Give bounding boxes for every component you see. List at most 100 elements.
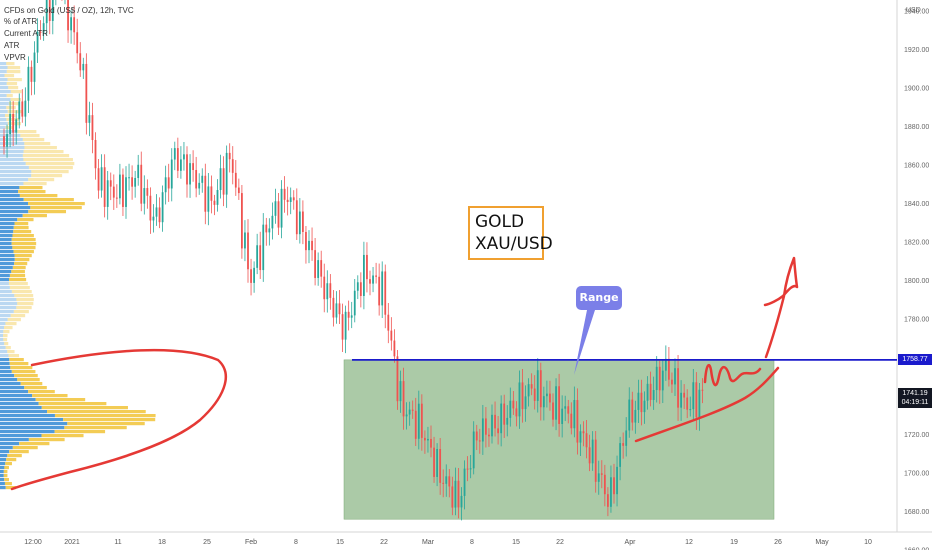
volume-profile-bar-up: [0, 162, 26, 166]
candle-body: [335, 303, 338, 318]
volume-profile-bar-down: [7, 78, 22, 82]
candle-body: [140, 164, 143, 204]
volume-profile-bar-down: [5, 462, 12, 466]
candle-body: [295, 200, 298, 235]
volume-profile-bar-up: [0, 270, 12, 274]
candle-body: [12, 113, 15, 133]
candle-body: [561, 408, 564, 424]
volume-profile-bar-down: [20, 382, 43, 386]
candle-body: [515, 408, 518, 417]
symbol-title[interactable]: CFDs on Gold (US$ / OZ), 12h, TVC: [4, 6, 134, 15]
candle-body: [302, 211, 304, 232]
volume-profile-bar-down: [7, 454, 22, 458]
candle-body: [134, 177, 137, 187]
volume-profile-bar-up: [0, 442, 20, 446]
volume-profile-bar-up: [0, 202, 29, 206]
candle-body: [497, 428, 499, 434]
candle-body: [244, 232, 246, 249]
candle-body: [488, 434, 490, 437]
volume-profile-bar-up: [0, 150, 24, 154]
volume-profile-bar-down: [12, 234, 34, 238]
volume-profile-bar-up: [0, 414, 55, 418]
candle-body: [164, 177, 167, 193]
volume-profile-bar-up: [0, 286, 10, 290]
volume-profile-bar-down: [19, 194, 58, 198]
volume-profile-bar-up: [0, 182, 24, 186]
candle-body: [430, 438, 432, 448]
candle-body: [231, 159, 234, 173]
volume-profile-bar-up: [0, 378, 18, 382]
volume-profile-bar-up: [0, 358, 10, 362]
candle-body: [347, 311, 350, 318]
candle-body: [79, 53, 82, 71]
volume-profile-bar-down: [16, 306, 32, 310]
volume-profile-bar-up: [0, 226, 14, 230]
candle-body: [542, 396, 545, 408]
indicator-current-atr[interactable]: Current ATR: [4, 29, 48, 38]
candle-body: [591, 439, 594, 464]
candle-body: [576, 400, 579, 443]
candle-body: [192, 163, 194, 171]
candle-body: [186, 154, 188, 185]
volume-profile-bar-down: [7, 66, 21, 70]
volume-profile-bar-down: [25, 162, 75, 166]
candle-body: [36, 31, 39, 53]
volume-profile-bar-down: [18, 190, 46, 194]
volume-profile-bar-up: [0, 218, 18, 222]
volume-profile-bar-down: [20, 134, 40, 138]
indicator-percent-atr[interactable]: % of ATR: [4, 17, 38, 26]
volume-profile-bar-down: [16, 298, 34, 302]
volume-profile-bar-up: [0, 374, 15, 378]
gold-title-box[interactable]: GOLD XAU/USD: [468, 206, 553, 260]
candle-body: [329, 283, 332, 298]
candle-body: [603, 474, 606, 495]
volume-profile-bar-down: [30, 206, 82, 210]
volume-profile-bar-down: [19, 186, 43, 190]
volume-profile-bar-up: [0, 258, 15, 262]
indicator-atr[interactable]: ATR: [4, 41, 20, 50]
price-tick-label: 1880.00: [904, 124, 929, 131]
candle-body: [658, 366, 661, 391]
volume-profile-bar-down: [28, 178, 55, 182]
volume-profile-bar-down: [11, 270, 25, 274]
volume-profile-bar-down: [22, 214, 47, 218]
candle-body: [460, 495, 463, 508]
indicator-vpvr[interactable]: VPVR: [4, 53, 26, 62]
volume-profile-bar-up: [0, 470, 4, 474]
time-axis-ticks: 12:00 2021 11 18 25 Feb 8 15 22 Mar 8 15 22 Apr 12 19 26…: [24, 539, 872, 546]
candle-body: [6, 134, 8, 147]
candle-body: [521, 382, 524, 410]
candle-body: [414, 410, 417, 439]
volume-profile-bar-up: [0, 70, 7, 74]
volume-profile-bar-up: [0, 386, 25, 390]
candle-body: [646, 383, 649, 401]
candle-body: [3, 136, 5, 147]
candle-body: [100, 167, 103, 191]
volume-profile-bar-up: [0, 122, 8, 126]
volume-profile-bar-down: [11, 370, 36, 374]
candle-body: [143, 188, 146, 204]
candle-body: [91, 115, 94, 141]
time-tick-label: 22: [380, 539, 388, 546]
candle-body: [305, 231, 307, 251]
candle-body: [634, 409, 637, 423]
candle-body: [33, 52, 36, 82]
volume-profile-bar-up: [0, 402, 39, 406]
volume-profile-bar-up: [0, 246, 13, 250]
candle-body: [265, 224, 268, 233]
volume-profile-bar-up: [0, 486, 6, 490]
volume-profile-bar-down: [23, 150, 64, 154]
time-tick-label: 8: [470, 539, 474, 546]
candle-body: [234, 172, 237, 188]
candle-body: [439, 449, 442, 483]
volume-profile-bar-up: [0, 262, 15, 266]
range-label[interactable]: Range: [576, 286, 622, 310]
volume-profile-bar-down: [10, 314, 26, 318]
candle-body: [241, 193, 243, 249]
volume-profile-bar-up: [0, 266, 13, 270]
candle-body: [500, 403, 503, 434]
candle-body: [689, 409, 692, 411]
volume-profile-bar-down: [5, 322, 17, 326]
time-tick-label: 25: [203, 539, 211, 546]
